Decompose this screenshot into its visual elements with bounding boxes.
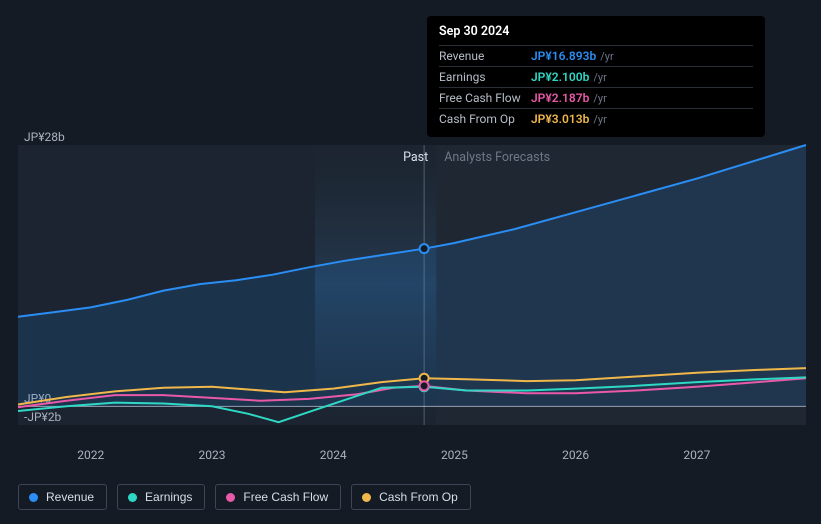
y-tick-label: JP¥28b [24,130,65,144]
tooltip-row-label: Revenue [439,49,531,63]
financials-chart-root: JP¥28bJP¥0-JP¥2b202220232024202520262027… [0,0,821,524]
tooltip-row-unit: /yr [600,50,613,63]
tooltip-row-unit: /yr [593,113,606,126]
tooltip-row-label: Cash From Op [439,112,531,126]
chart-tooltip: Sep 30 2024 RevenueJP¥16.893b/yrEarnings… [427,16,765,137]
x-tick-label: 2024 [320,448,347,462]
tooltip-row-value: JP¥16.893b [531,49,596,63]
tooltip-title: Sep 30 2024 [439,24,753,39]
tooltip-row: Free Cash FlowJP¥2.187b/yr [439,87,753,108]
legend-dot-icon [128,493,137,502]
x-tick-label: 2027 [683,448,710,462]
label-forecasts: Analysts Forecasts [444,150,550,165]
chart-legend: Revenue Earnings Free Cash Flow Cash From O… [18,484,471,510]
legend-item-revenue[interactable]: Revenue [18,484,107,510]
legend-item-label: Revenue [46,490,94,504]
tooltip-row-value: JP¥2.187b [531,91,589,105]
tooltip-row-unit: /yr [593,71,606,84]
y-tick-label: -JP¥2b [24,410,62,424]
legend-item-fcf[interactable]: Free Cash Flow [215,484,341,510]
tooltip-row: RevenueJP¥16.893b/yr [439,45,753,66]
tooltip-row: EarningsJP¥2.100b/yr [439,66,753,87]
legend-item-label: Cash From Op [379,490,458,504]
label-past: Past [403,150,428,165]
legend-item-earnings[interactable]: Earnings [117,484,205,510]
cursor-marker-revenue [420,244,429,253]
tooltip-row-label: Earnings [439,70,531,84]
cursor-marker-fcf [420,381,429,390]
x-tick-label: 2022 [77,448,104,462]
tooltip-row-value: JP¥2.100b [531,70,589,84]
legend-dot-icon [362,493,371,502]
tooltip-row: Cash From OpJP¥3.013b/yr [439,108,753,129]
legend-dot-icon [29,493,38,502]
tooltip-row-label: Free Cash Flow [439,91,531,105]
x-tick-label: 2025 [441,448,468,462]
legend-item-label: Earnings [145,490,192,504]
tooltip-row-unit: /yr [593,92,606,105]
legend-dot-icon [226,493,235,502]
legend-item-cash_from_op[interactable]: Cash From Op [351,484,471,510]
legend-item-label: Free Cash Flow [243,490,328,504]
tooltip-row-value: JP¥3.013b [531,112,589,126]
x-tick-label: 2026 [562,448,589,462]
x-tick-label: 2023 [198,448,225,462]
